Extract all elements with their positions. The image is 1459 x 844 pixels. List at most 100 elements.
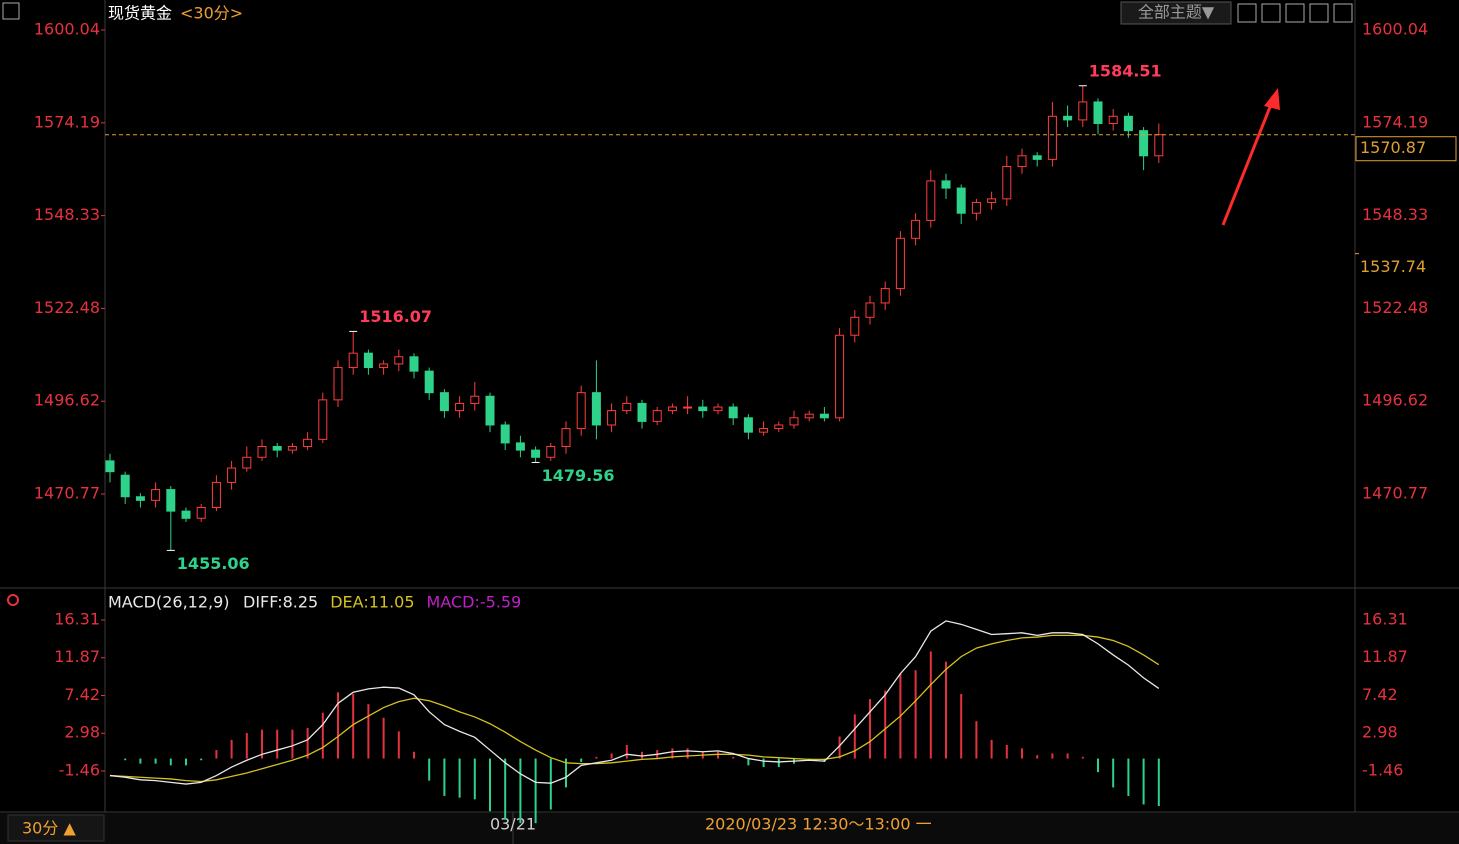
macd-title: MACD(26,12,9) — [108, 593, 230, 612]
candle-body — [1063, 115, 1073, 121]
y2-tick-label: 7.42 — [1362, 685, 1398, 704]
toolbar-icon[interactable] — [1333, 3, 1353, 23]
extreme-label: 1479.56 — [542, 466, 615, 485]
candle-body — [774, 424, 784, 430]
candle-body — [789, 417, 799, 426]
toolbar-icon[interactable] — [1285, 3, 1305, 23]
candle-body — [652, 410, 662, 422]
candle-body — [272, 446, 282, 451]
candle-body — [576, 392, 586, 430]
candle-body — [819, 413, 829, 419]
period-button[interactable] — [7, 814, 105, 842]
extreme-label: 1584.51 — [1089, 61, 1162, 80]
settings-icon[interactable] — [7, 594, 19, 606]
candle-body — [227, 467, 237, 483]
candle-body — [1139, 130, 1149, 157]
y2-tick-label: 1522.48 — [1362, 298, 1428, 317]
marker-price-label: 1537.74 — [1360, 257, 1426, 276]
candle-body — [911, 219, 921, 239]
legend-entry: MACD:-5.59 — [427, 593, 522, 612]
candle-body — [591, 392, 601, 426]
toolbar-icon[interactable] — [1237, 3, 1257, 23]
candle-body — [850, 316, 860, 336]
y-tick-label: 7.42 — [64, 685, 100, 704]
y-tick-label: 2.98 — [64, 723, 100, 742]
candle-body — [348, 352, 358, 369]
toolbar-icon[interactable] — [1309, 3, 1329, 23]
candle-body — [439, 392, 449, 412]
y-tick-label: 1600.04 — [34, 20, 100, 39]
candle-body — [242, 456, 252, 469]
candle-body — [1078, 101, 1088, 121]
y2-tick-label: 1496.62 — [1362, 391, 1428, 410]
candle-body — [804, 413, 814, 419]
y-tick-label: -1.46 — [59, 760, 100, 779]
candle-body — [470, 395, 480, 404]
candle-body — [728, 406, 738, 419]
candle-body — [1154, 134, 1164, 157]
candle-body — [835, 334, 845, 419]
y-tick-label: 1522.48 — [34, 298, 100, 317]
last-price-label: 1570.87 — [1360, 138, 1426, 157]
y-tick-label: 1496.62 — [34, 391, 100, 410]
candle-body — [531, 449, 541, 458]
candle-body — [607, 410, 617, 426]
candle-body — [1093, 101, 1103, 124]
candle-body — [941, 180, 951, 189]
candle-body — [211, 481, 221, 509]
candle-body — [303, 438, 313, 448]
y-tick-label: 1548.33 — [34, 205, 100, 224]
candle-body — [622, 402, 632, 412]
candle-body — [667, 406, 677, 412]
extreme-label: 1455.06 — [177, 554, 250, 573]
theme-button[interactable] — [1120, 1, 1232, 25]
y-tick-label: 16.31 — [54, 609, 100, 628]
candle-body — [287, 446, 297, 451]
candle-body — [379, 363, 389, 369]
candle-body — [515, 442, 525, 451]
candle-body — [1047, 115, 1057, 160]
toolbar-icons — [1237, 3, 1353, 23]
candle-body — [895, 237, 905, 290]
candle-body — [865, 302, 875, 318]
dea-line — [109, 634, 1160, 783]
y2-tick-label: -1.46 — [1362, 760, 1403, 779]
candle-body — [181, 510, 191, 519]
candle-body — [759, 428, 769, 433]
candle-body — [394, 356, 404, 365]
legend-entry: DEA:11.05 — [330, 593, 414, 612]
theme-button-label[interactable]: 全部主题▼ — [1138, 3, 1215, 22]
annotation-arrow — [1221, 88, 1280, 226]
y2-tick-label: 1470.77 — [1362, 483, 1428, 502]
candle-body — [166, 489, 176, 512]
candle-body — [1108, 115, 1118, 124]
collapse-icon[interactable] — [2, 2, 20, 20]
candle-body — [120, 474, 130, 498]
y-tick-label: 1470.77 — [34, 483, 100, 502]
candle-body — [333, 367, 343, 401]
candle-body — [546, 446, 556, 458]
candle-body — [424, 370, 434, 394]
last-price-box — [1355, 136, 1457, 162]
candle-body — [956, 187, 966, 214]
period-label[interactable]: <30分> — [180, 4, 243, 23]
diff-line — [109, 620, 1160, 785]
candle-body — [363, 352, 373, 369]
candle-body — [257, 446, 267, 458]
candle-body — [455, 402, 465, 412]
candle-body — [485, 395, 495, 426]
candle-body — [698, 406, 708, 412]
candle-body — [987, 198, 997, 203]
toolbar-icon[interactable] — [1261, 3, 1281, 23]
extreme-label: 1516.07 — [359, 307, 432, 326]
footer-bar — [0, 813, 1459, 844]
chart-title: 现货黄金 — [108, 4, 172, 23]
period-button-label[interactable]: 30分 ▲ — [22, 819, 76, 838]
candle-body — [1017, 155, 1027, 168]
candle-body — [971, 201, 981, 214]
candle-body — [151, 489, 161, 501]
candle-body — [1123, 115, 1133, 132]
candle-body — [196, 507, 206, 519]
